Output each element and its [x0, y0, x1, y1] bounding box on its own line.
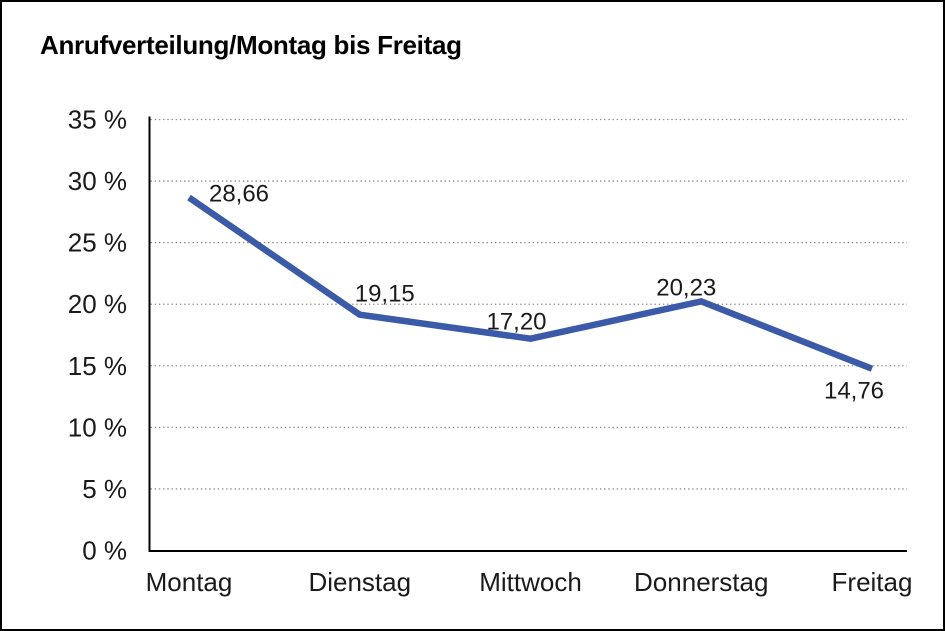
chart-title: Anrufverteilung/Montag bis Freitag [40, 30, 462, 60]
x-category-label: Dienstag [308, 567, 411, 597]
series-line [187, 194, 874, 372]
y-tick-label: 10 % [68, 412, 127, 442]
y-tick-label: 25 % [68, 228, 127, 258]
x-category-label: Mittwoch [479, 567, 582, 597]
data-point-label: 20,23 [656, 274, 716, 301]
data-point-label: 14,76 [824, 378, 884, 405]
data-point-label: 17,20 [486, 309, 546, 336]
x-category-label: Freitag [832, 567, 913, 597]
y-tick-label: 0 % [82, 536, 127, 566]
y-tick-label: 15 % [68, 351, 127, 381]
y-tick-label: 5 % [82, 474, 127, 504]
x-category-label: Montag [146, 567, 233, 597]
y-tick-label: 20 % [68, 289, 127, 319]
y-tick-label: 30 % [68, 166, 127, 196]
x-category-label: Donnerstag [634, 567, 768, 597]
data-point-label: 28,66 [209, 181, 269, 208]
y-tick-label: 35 % [68, 105, 127, 135]
data-point-label: 19,15 [355, 281, 415, 308]
